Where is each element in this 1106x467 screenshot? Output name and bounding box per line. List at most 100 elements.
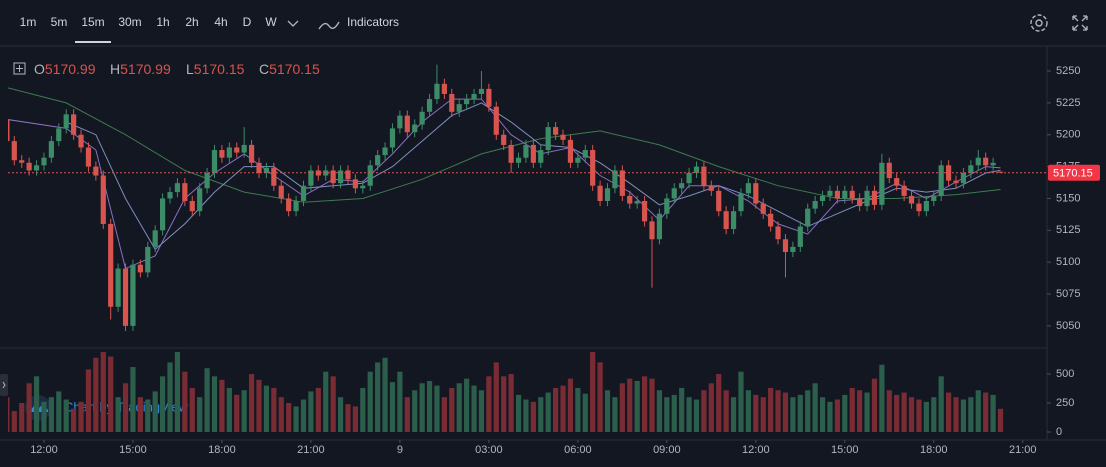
interval-button[interactable]: 2h (185, 15, 198, 29)
interval-button[interactable]: 4h (214, 15, 227, 29)
last-price-box (1048, 164, 1100, 181)
interval-button[interactable]: 5m (51, 15, 68, 29)
candle-body (360, 185, 366, 189)
x-tick-label: 9 (397, 444, 403, 456)
candle-body (723, 211, 729, 230)
volume-bar (85, 369, 92, 432)
volume-bar (879, 364, 885, 432)
y-tick-label: 5150 (1056, 192, 1080, 204)
volume-bar (812, 383, 818, 432)
volume-bar (627, 378, 633, 432)
candle-body (708, 185, 714, 191)
candle-body (641, 201, 648, 222)
ohlc-value: 5170.15 (269, 61, 320, 77)
volume-bar (19, 403, 25, 432)
volume-bar (894, 394, 900, 432)
candle-body (515, 157, 522, 163)
volume-bar (701, 390, 707, 432)
volume-bar (997, 408, 1004, 432)
pane-collapse[interactable] (0, 374, 8, 396)
volume-bar (953, 397, 959, 432)
candle-body (938, 165, 944, 196)
legend-toggle[interactable] (13, 62, 26, 75)
x-tick-label: 18:00 (920, 444, 948, 456)
interval-button[interactable]: D (243, 15, 252, 29)
volume-bar (723, 390, 729, 432)
interval-button[interactable]: 1m (20, 15, 37, 29)
candle-body (560, 134, 566, 140)
candle-body (56, 128, 62, 142)
volume-bar (486, 376, 492, 432)
candle-body (122, 268, 129, 326)
candle-body (345, 170, 351, 180)
y-tick-label: 5125 (1056, 224, 1080, 236)
volume-bar (975, 390, 981, 432)
candle-body (471, 93, 477, 100)
candle-body (619, 170, 625, 196)
volume-bar (775, 390, 781, 432)
candle-body (464, 99, 470, 105)
volume-bar (693, 399, 700, 432)
indicators-icon[interactable] (318, 21, 340, 30)
volume-bar (78, 401, 84, 432)
candle-body (805, 208, 811, 227)
candle-body (627, 195, 633, 204)
candle-body (812, 201, 818, 209)
candle-body (93, 166, 99, 176)
volume-bar (545, 392, 551, 432)
volume-bar (308, 391, 314, 432)
volume-bar (931, 397, 937, 432)
y-tick-label: 5250 (1056, 65, 1080, 77)
volume-bar (278, 397, 284, 432)
volume-bar (397, 371, 403, 432)
candle-body (886, 162, 892, 179)
volume-bar (108, 356, 114, 432)
candle-body (397, 115, 403, 129)
volume-bar (471, 385, 477, 432)
ohlc-legend: H5170.99 (110, 61, 171, 77)
interval-selected (75, 41, 111, 43)
candle-body (478, 88, 485, 94)
volume-bar (48, 397, 54, 432)
volume-bar (567, 378, 574, 432)
interval-dropdown[interactable] (287, 20, 299, 27)
candle-body (449, 93, 455, 112)
candle-body (189, 201, 195, 212)
interval-button[interactable]: 30m (118, 15, 141, 29)
volume-bar (553, 387, 559, 432)
volume-bar (174, 351, 181, 432)
fullscreen-icon[interactable] (1072, 15, 1088, 31)
candle-body (41, 157, 47, 166)
volume-bar (760, 397, 766, 432)
candle-body (337, 170, 344, 184)
interval-button[interactable]: 15m (81, 15, 104, 29)
candle-body (278, 185, 284, 199)
volume-bar (908, 397, 915, 432)
volume-bar (293, 406, 299, 432)
ohlc-value: 5170.15 (194, 61, 245, 77)
candle-body (197, 188, 203, 212)
interval-button[interactable]: W (265, 15, 277, 29)
candle-body (894, 178, 900, 186)
candle-body (849, 190, 855, 199)
candle-body (256, 162, 262, 173)
candle-body (738, 193, 744, 212)
volume-bar (160, 376, 166, 432)
candle-body (11, 141, 17, 161)
volume-bar (508, 374, 514, 432)
volume-bar (768, 387, 774, 432)
volume-bar (115, 397, 121, 432)
volume-bar (152, 391, 158, 432)
candle-body (160, 198, 166, 231)
y-tick-label: 5075 (1056, 288, 1080, 300)
volume-bar (582, 393, 588, 432)
volume-bar (886, 390, 892, 432)
settings-icon[interactable] (1030, 14, 1048, 32)
candle-body (931, 195, 937, 202)
candle-body (263, 167, 270, 173)
candle-body (797, 226, 803, 247)
indicators-button[interactable]: Indicators (347, 15, 399, 29)
candle-body (716, 190, 722, 212)
interval-button[interactable]: 1h (156, 15, 169, 29)
